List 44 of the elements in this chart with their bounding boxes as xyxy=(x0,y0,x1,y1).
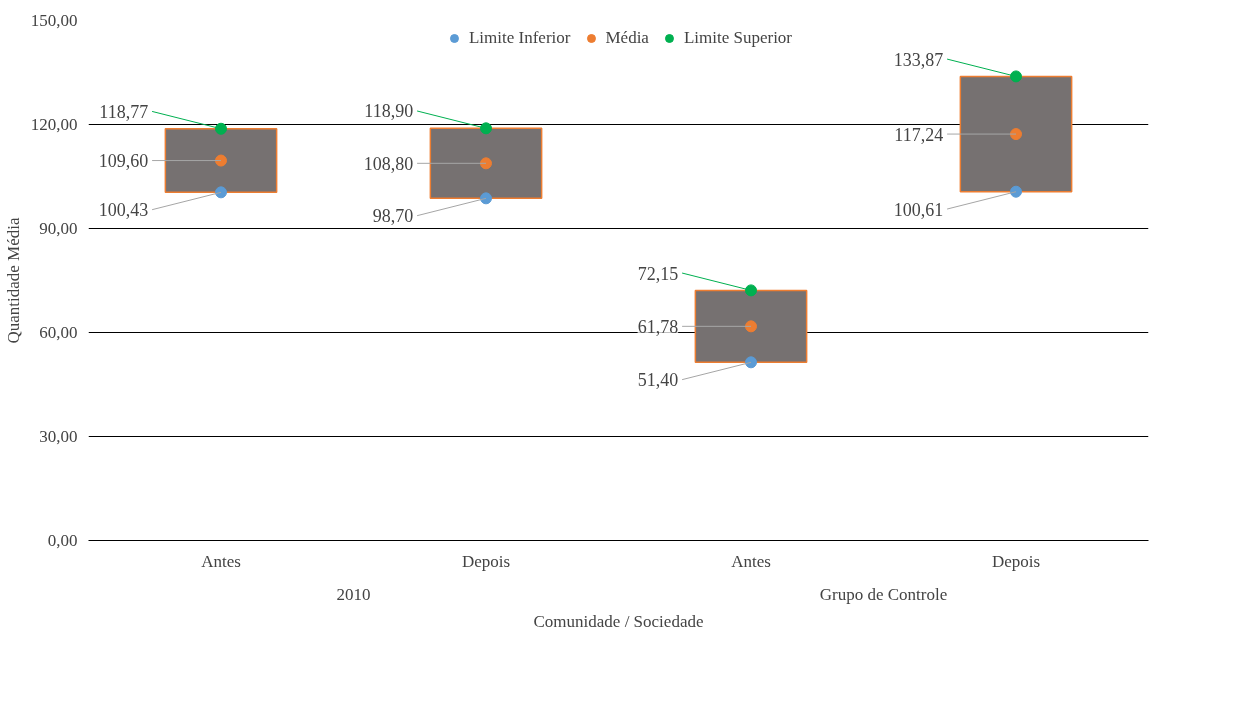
y-tick-label: 120,00 xyxy=(30,115,78,134)
bar xyxy=(694,289,808,364)
data-label: 72,15 xyxy=(637,263,679,284)
x-tick-label: Antes xyxy=(731,551,771,571)
data-label: 117,24 xyxy=(894,124,944,145)
data-label: 51,40 xyxy=(637,370,679,391)
legend-label: Limite Superior xyxy=(683,28,793,48)
point xyxy=(480,157,492,170)
data-label: 118,77 xyxy=(99,101,149,122)
data-label: 98,70 xyxy=(372,206,414,227)
point xyxy=(745,320,757,333)
x-tick-label: Depois xyxy=(461,551,511,571)
point xyxy=(745,284,757,297)
y-axis-title: Quantidade Média xyxy=(3,217,23,344)
data-label: 118,90 xyxy=(364,101,414,122)
data-label: 100,43 xyxy=(98,200,149,221)
data-label: 133,87 xyxy=(893,49,944,70)
bar xyxy=(164,128,278,194)
text: Grupo de Controle xyxy=(819,584,948,604)
point xyxy=(1010,70,1022,83)
y-tick-label: 90,00 xyxy=(39,219,78,238)
point xyxy=(1010,185,1022,198)
point xyxy=(480,192,492,205)
y-tick-label: 60,00 xyxy=(39,323,78,342)
y-tick-label: 30,00 xyxy=(39,427,78,446)
data-label: 100,61 xyxy=(893,199,944,220)
point xyxy=(745,356,757,369)
y-tick-label: 0,00 xyxy=(47,531,78,550)
bar xyxy=(959,75,1073,193)
point xyxy=(215,154,227,167)
data-label: 108,80 xyxy=(363,153,414,174)
x-axis-title: Comunidade / Sociedade xyxy=(533,611,704,631)
text: 2010 xyxy=(336,584,371,604)
point xyxy=(215,186,227,199)
legend-label: Limite Inferior xyxy=(468,28,571,48)
point xyxy=(215,122,227,135)
y-tick-label: 150,00 xyxy=(30,11,78,30)
legend-label: Média xyxy=(605,28,649,48)
bar xyxy=(429,127,543,200)
x-tick-label: Depois xyxy=(991,551,1041,571)
data-label: 61,78 xyxy=(637,316,679,337)
point xyxy=(480,122,492,135)
x-tick-label: Antes xyxy=(201,551,241,571)
data-label: 109,60 xyxy=(98,151,149,172)
